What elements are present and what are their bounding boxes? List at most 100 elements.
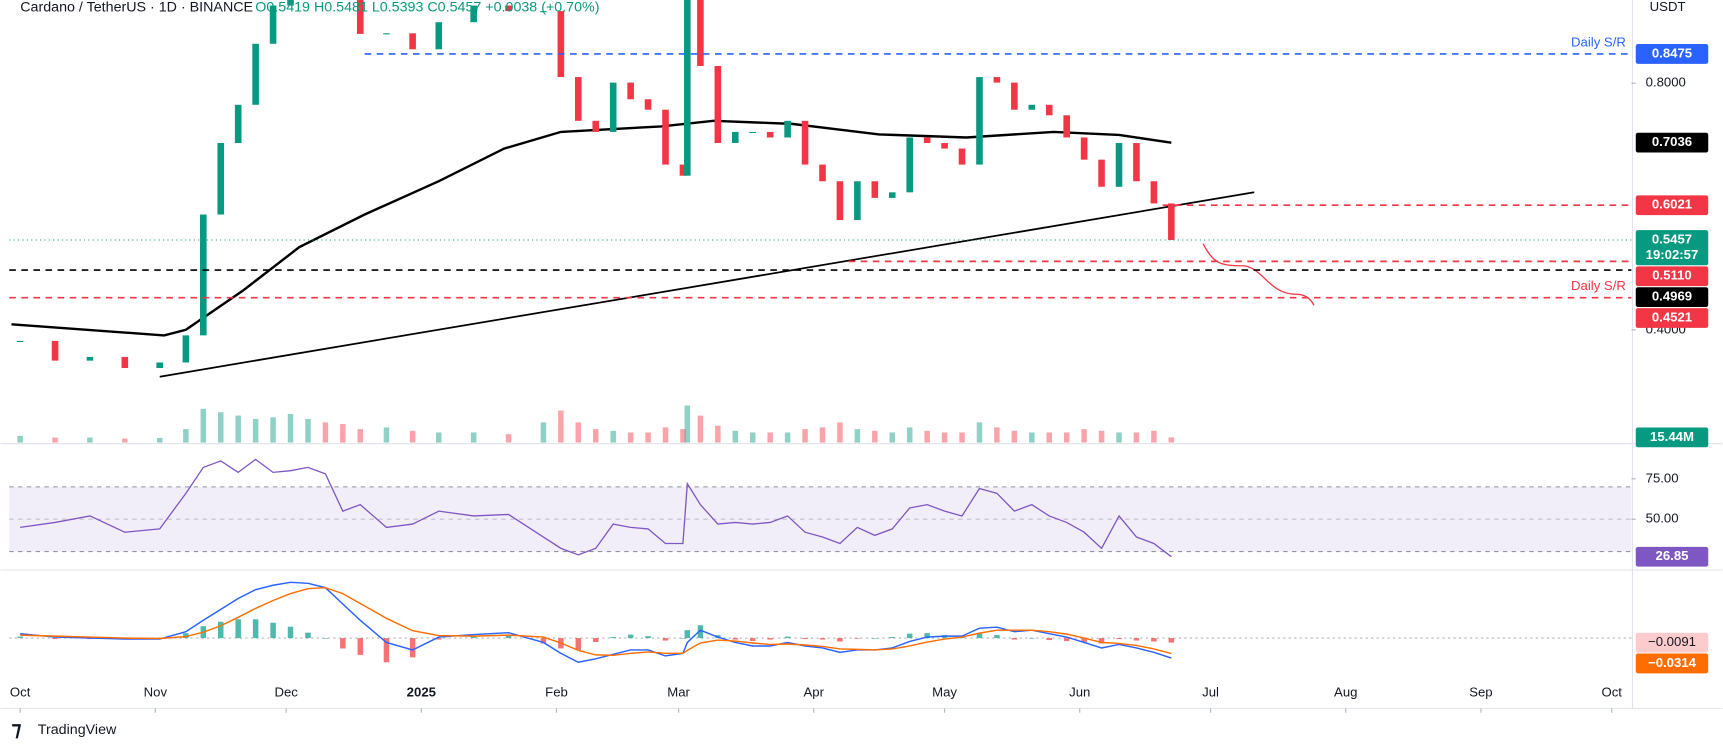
- moving-average: [11, 119, 1172, 337]
- macd-histogram-bar: [680, 638, 686, 639]
- candle: [557, 11, 565, 78]
- candle: [1115, 143, 1123, 187]
- macd-histogram-bar: [1029, 638, 1035, 639]
- volume-label: 15.44M: [1650, 429, 1694, 444]
- macd-histogram-bar: [436, 638, 442, 640]
- axis-label-box: [1635, 266, 1709, 287]
- volume-bar: [383, 427, 390, 443]
- currency: USDT: [1650, 0, 1686, 14]
- candle: [575, 77, 582, 121]
- volume-bar: [505, 434, 512, 443]
- macd-histogram-bar: [183, 633, 189, 639]
- axis-label: 0.6021: [1652, 197, 1692, 212]
- level-note: Daily S/R: [1571, 278, 1626, 293]
- volume-bar: [906, 427, 913, 443]
- volume-bar: [322, 422, 329, 443]
- volume-bar: [784, 432, 791, 443]
- logo-mark: ⁊: [11, 719, 21, 741]
- level-note: Daily S/R: [1571, 34, 1626, 49]
- volume-bar: [889, 432, 896, 443]
- volume-bar: [540, 422, 547, 443]
- axis-label-box: [1635, 132, 1709, 153]
- volume-bar: [558, 410, 564, 443]
- candle: [731, 131, 739, 144]
- volume-bar: [436, 432, 442, 443]
- candle: [1011, 82, 1018, 110]
- candle: [234, 104, 242, 144]
- candle: [383, 33, 390, 35]
- macd-histogram-bar: [645, 636, 651, 639]
- macd-histogram-bar: [17, 636, 23, 639]
- y-tick-label: 50.00: [1646, 511, 1679, 526]
- x-tick-label: Oct: [1602, 684, 1623, 699]
- macd-histogram-bar: [837, 638, 843, 642]
- candle: [888, 192, 896, 198]
- volume-bar: [680, 429, 686, 443]
- macd-signal-label: −0.0314: [1648, 655, 1697, 670]
- ohlc-readout: O0.5419 H0.5481 L0.5393 C0.5457 +0.0038 …: [255, 0, 599, 15]
- candle: [470, 5, 477, 23]
- macd-histogram-bar: [1081, 638, 1087, 643]
- macd-histogram-bar: [976, 633, 983, 639]
- volume-bar: [122, 438, 128, 443]
- volume-bar: [52, 437, 58, 443]
- x-tick-label: May: [932, 684, 957, 699]
- candle: [609, 82, 617, 132]
- candle: [182, 335, 190, 363]
- x-tick-label: Oct: [10, 684, 31, 699]
- volume-bar: [767, 432, 773, 443]
- volume-bar: [1081, 429, 1087, 443]
- volume-bar: [1133, 432, 1140, 443]
- macd-histogram-bar: [1168, 638, 1175, 643]
- macd-histogram-bar: [287, 626, 294, 639]
- axis-label: 0.5457: [1652, 231, 1692, 246]
- macd-histogram-bar: [383, 638, 390, 663]
- macd-histogram-bar: [697, 625, 704, 639]
- macd-histogram-bar: [235, 619, 241, 639]
- candle: [1133, 143, 1140, 182]
- macd-histogram-bar: [252, 619, 259, 639]
- candle: [714, 65, 722, 144]
- signal-line: [20, 586, 1172, 657]
- candle: [356, 0, 364, 34]
- macd-histogram-bar: [610, 637, 616, 639]
- volume-bar: [409, 430, 416, 443]
- candle: [697, 0, 704, 66]
- macd-histogram-bar: [627, 634, 634, 639]
- volume-bar: [941, 432, 948, 443]
- macd-histogram-bar: [889, 637, 896, 639]
- axis-label-box: [1635, 427, 1709, 448]
- x-tick-label: Jun: [1069, 684, 1090, 699]
- candle: [976, 77, 983, 165]
- macd-histogram-bar: [340, 638, 346, 649]
- volume-bar: [627, 432, 634, 443]
- volume-bar: [1029, 432, 1035, 443]
- price-pane: [11, 0, 1255, 378]
- candle: [252, 43, 259, 105]
- volume-bar: [357, 429, 364, 443]
- volume-bar: [575, 422, 582, 443]
- candle: [86, 356, 94, 361]
- volume-bar: [819, 427, 826, 443]
- trendline: [159, 191, 1255, 378]
- volume-bar: [976, 422, 983, 443]
- candle: [906, 137, 914, 193]
- volume-bar: [959, 432, 965, 443]
- axis-label: 0.8475: [1652, 45, 1692, 60]
- volume-bar: [994, 427, 1000, 443]
- candle: [644, 99, 652, 110]
- axis-label: 0.4521: [1652, 309, 1692, 324]
- candle: [540, 11, 547, 13]
- volume-bar: [1168, 437, 1175, 443]
- candle: [1080, 137, 1088, 160]
- candle: [871, 181, 879, 198]
- macd-histogram-bar: [575, 638, 582, 650]
- candle: [269, 5, 277, 44]
- macd-histogram-bar: [872, 638, 878, 639]
- macd-histogram-bar: [540, 638, 547, 644]
- axis-label: 0.5110: [1652, 268, 1692, 283]
- macd-histogram-bar: [593, 638, 599, 643]
- volume-bar: [854, 429, 861, 443]
- volume-bar: [305, 418, 311, 443]
- volume-bar: [252, 418, 259, 443]
